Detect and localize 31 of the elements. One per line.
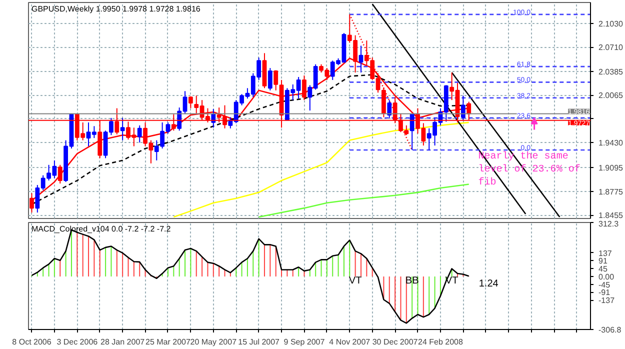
y-tick-label: -306.8 xyxy=(598,326,622,334)
y-tick-label: -45 xyxy=(598,280,611,290)
y-tick-label: 1.9095 xyxy=(598,163,624,172)
y-tick-label: 312.3 xyxy=(598,220,620,228)
y-tick-label: 1.8455 xyxy=(598,211,624,220)
y-tick-label: -91 xyxy=(598,288,611,298)
x-tick-label: 9 Sep 2007 xyxy=(284,338,326,346)
x-tick-label: 28 Jan 2007 xyxy=(100,338,146,346)
x-tick-label: 25 Mar 2007 xyxy=(146,338,191,346)
x-tick-label: 3 Dec 2006 xyxy=(56,338,98,346)
y-tick-label: 137 xyxy=(598,248,612,258)
x-tick-label: 8 Oct 2006 xyxy=(12,338,52,346)
x-tick-label: 30 Dec 2007 xyxy=(372,338,418,346)
y-tick-label: 2.0065 xyxy=(598,91,624,100)
x-tick-label: 20 May 2007 xyxy=(190,338,238,346)
y-tick-label: 2.1030 xyxy=(598,19,624,28)
y-tick-label: 2.0385 xyxy=(598,67,624,76)
annotation: VT xyxy=(348,275,362,286)
y-tick-label: -137 xyxy=(598,296,616,306)
x-tick-label: 24 Feb 2008 xyxy=(418,338,464,346)
chart-title: GBPUSD,Weekly 1.9950 1.9978 1.9728 1.9816 xyxy=(32,4,201,14)
annotation: 1.24 xyxy=(478,278,499,290)
y-tick-label: 0.00 xyxy=(598,272,615,282)
chart-title: MACD_Colored_v104 0.0 -7.2 -7.2 -7.2 xyxy=(32,224,172,234)
x-tick-label: 4 Nov 2007 xyxy=(329,338,371,346)
y-tick-label: 1.8775 xyxy=(598,187,624,196)
y-tick-label: 45 xyxy=(598,264,608,274)
y-tick-label: 2.0710 xyxy=(598,43,624,52)
y-tick-label: 91 xyxy=(598,256,608,266)
y-tick-label: 1.9430 xyxy=(598,138,624,148)
x-tick-label: 15 Jul 2007 xyxy=(238,338,280,346)
